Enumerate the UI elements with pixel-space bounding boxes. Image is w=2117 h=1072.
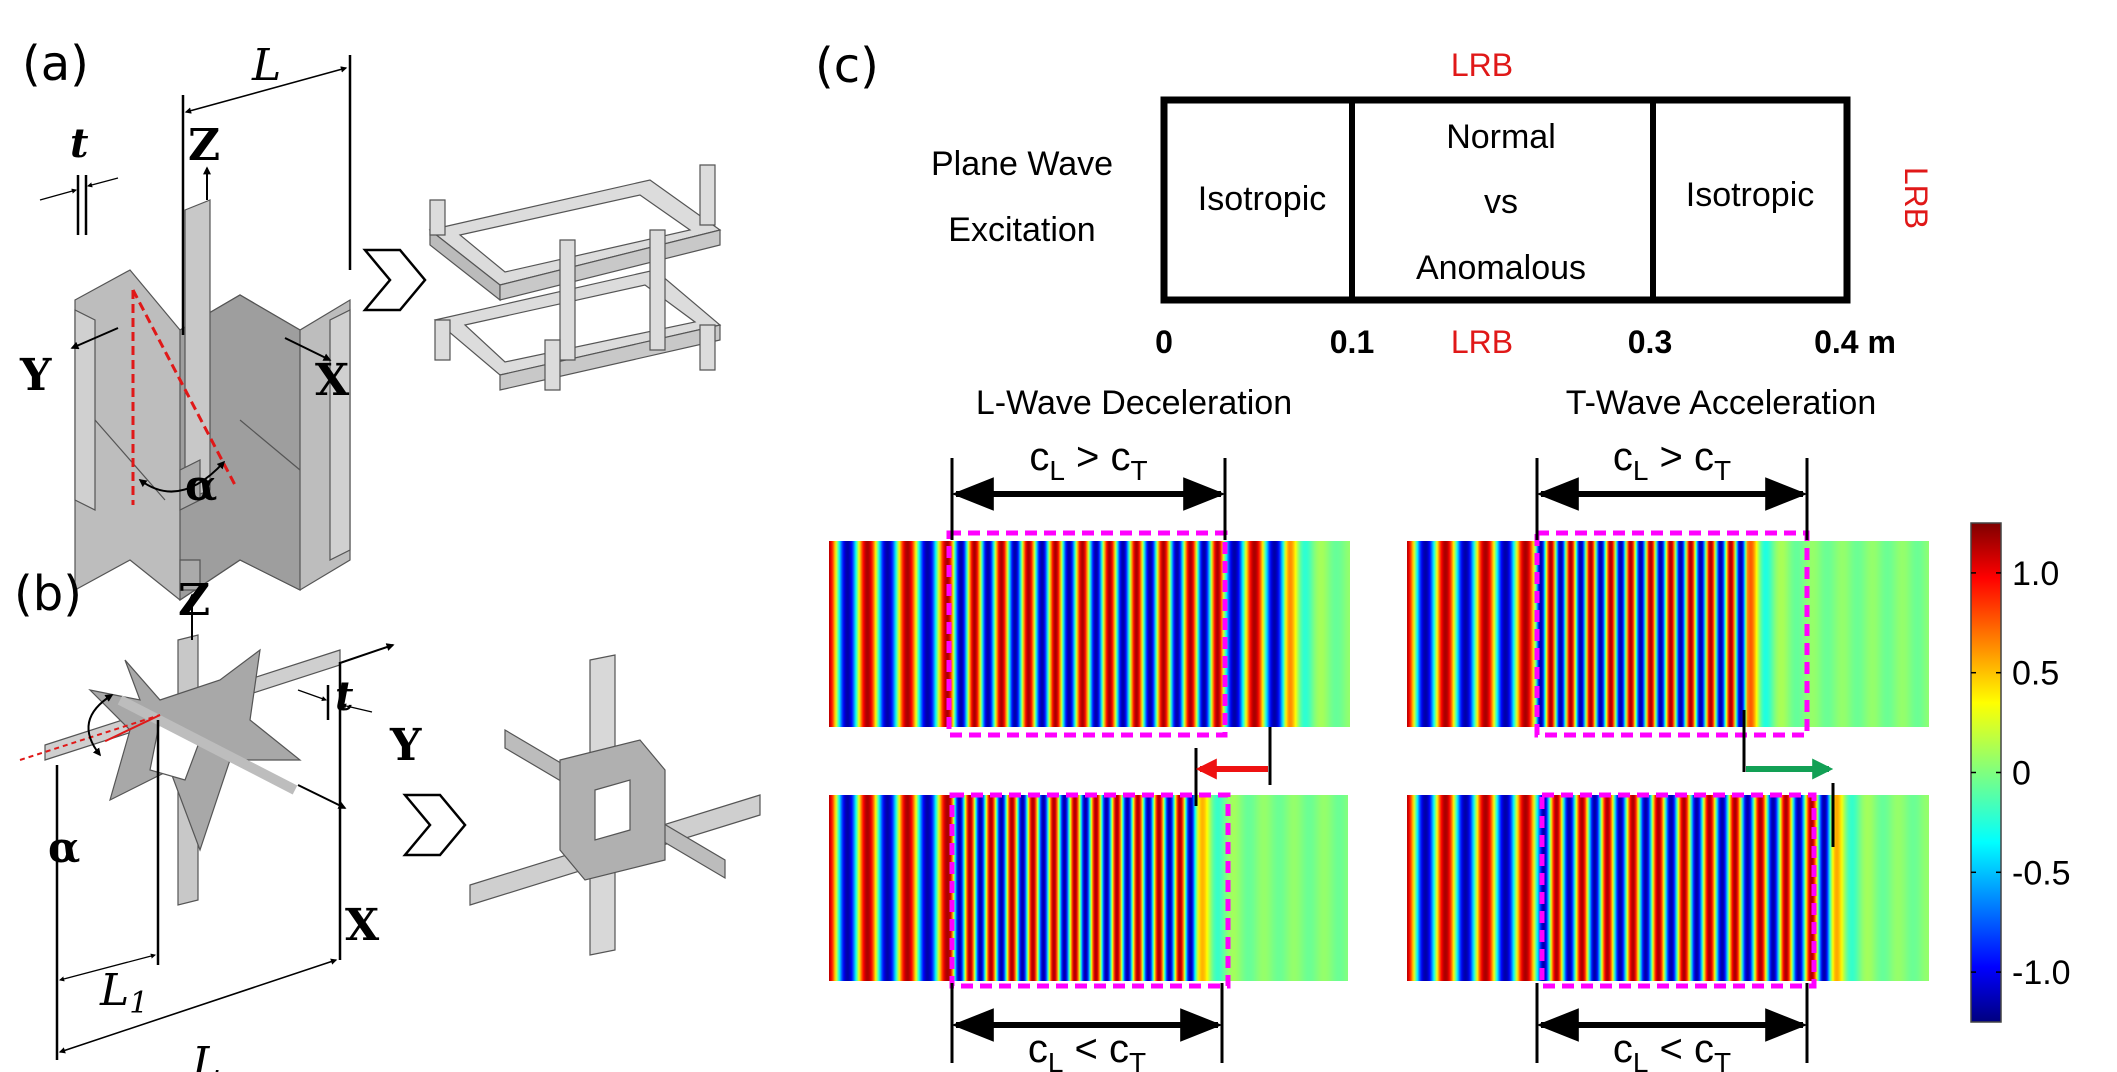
region-isotropic-left: Isotropic [1198, 180, 1327, 218]
deceleration-shift-arrow [1194, 727, 1272, 806]
anomalous-region-box [946, 530, 1228, 738]
anomalous-region-box [949, 792, 1231, 989]
t-label-a: t [70, 120, 89, 167]
speed-comparison-label: cL > cT [1613, 435, 1731, 486]
angle-alpha-a [131, 289, 237, 505]
dimension-L-a [39, 55, 352, 361]
X-axis-label-b: X [345, 900, 380, 951]
alpha-label-b: α [48, 823, 80, 872]
lrb-right-label: LRB [1898, 167, 1934, 229]
dimension-L-b [55, 593, 395, 1060]
panel-a-label: (a) [22, 36, 89, 92]
panel-c-label: (c) [815, 38, 879, 94]
colorbar-tick-label: 0.5 [2012, 655, 2059, 693]
title-l-wave-deceleration: L-Wave Deceleration [976, 384, 1292, 422]
panel-a: (a) t L Z Y X [19, 36, 722, 602]
lrb-top-label: LRB [1451, 47, 1513, 83]
wave-field-l-wave-normal [829, 541, 1350, 727]
panel-b-label: (b) [14, 566, 82, 622]
region-mid-line2: vs [1484, 183, 1518, 221]
Z-axis-label-a: Z [188, 120, 220, 171]
wave-field-l-wave-anomalous [829, 795, 1348, 981]
speed-comparison-label: cL > cT [1029, 435, 1147, 486]
tick-0.1: 0.1 [1330, 324, 1374, 360]
angle-alpha-b [19, 694, 161, 761]
acceleration-shift-arrow [1742, 710, 1835, 847]
speed-comparison-label: cL < cT [1028, 1027, 1146, 1072]
t-label-b: t [335, 673, 354, 720]
lattice-a-unit-cell [428, 164, 722, 391]
title-t-wave-acceleration: T-Wave Acceleration [1566, 384, 1877, 422]
region-mid-line1: Normal [1446, 118, 1556, 156]
region-mid-line3: Anomalous [1416, 249, 1586, 287]
domain-schematic: Plane Wave Excitation LRB LRB LRB Isotro… [931, 47, 1934, 360]
chevron-arrow-icon [402, 793, 467, 857]
tick-0: 0 [1155, 324, 1173, 360]
lattice-b-3d-model [44, 634, 341, 906]
L-label-b: L [191, 1038, 221, 1072]
colorbar: 1.0 0.5 0 -0.5 -1.0 [1970, 522, 2071, 1023]
panel-c: (c) Plane Wave Excitation LRB LRB LRB Is… [815, 38, 2071, 1072]
wave-field-t-wave-normal [1407, 541, 1929, 727]
chevron-arrow-icon [362, 248, 427, 312]
wave-field-t-wave-anomalous [1407, 795, 1929, 981]
Y-axis-label-b: Y [389, 720, 422, 771]
lrb-bottom-label: LRB [1451, 324, 1513, 360]
anomalous-region-box [1539, 792, 1817, 989]
colorbar-tick-label: -0.5 [2012, 854, 2071, 892]
colorbar-tick-label: 1.0 [2012, 555, 2059, 593]
lattice-b-unit-cell [469, 654, 761, 956]
speed-dimension-arrows: cL > cT cL < cT cL > cT cL < cT [950, 435, 1809, 1072]
panel-b: (b) Z t Y α X L1 [14, 566, 761, 1072]
tick-0.3: 0.3 [1628, 324, 1672, 360]
speed-comparison-label: cL < cT [1613, 1027, 1731, 1072]
lattice-a-3d-model [74, 199, 351, 602]
colorbar-tick-label: -1.0 [2012, 954, 2071, 992]
colorbar-tick-label: 0 [2012, 755, 2031, 793]
anomalous-region-box [1534, 530, 1810, 738]
tick-0.4m: 0.4 m [1814, 324, 1896, 360]
region-isotropic-right: Isotropic [1686, 176, 1815, 214]
wave-field-panels [829, 530, 1929, 989]
Y-axis-label-a: Y [19, 350, 52, 401]
alpha-label-a: α [185, 461, 217, 510]
Z-axis-label-b: Z [178, 575, 210, 626]
X-axis-label-a: X [315, 355, 350, 406]
excitation-label-line2: Excitation [948, 211, 1095, 249]
excitation-label-line1: Plane Wave [931, 145, 1113, 183]
L-label-a: L [251, 40, 281, 91]
L1-label-b: L1 [99, 965, 148, 1021]
